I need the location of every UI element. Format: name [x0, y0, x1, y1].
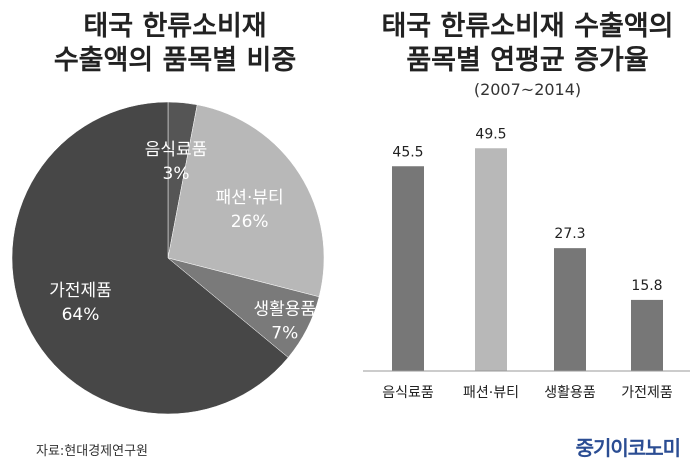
bar-4 [631, 299, 663, 371]
pie-label-name: 생활용품 [253, 299, 316, 319]
bar-chart-title: 태국 한류소비재 수출액의 품목별 연평균 증가율 [355, 10, 700, 78]
pie-label-value: 3% [163, 164, 190, 184]
bar-category-label: 생활용품 [544, 385, 596, 401]
bar-category-label: 가전제품 [621, 385, 673, 401]
pie-label-name: 패션·뷰티 [216, 188, 284, 208]
pie-slice-4 [11, 101, 289, 415]
source-note: 자료:현대경제연구원 [36, 444, 149, 459]
bar-1 [392, 166, 424, 371]
bar-value-label: 15.8 [631, 278, 662, 294]
bar-category-label: 음식료품 [382, 385, 434, 401]
bar-value-label: 27.3 [554, 226, 585, 242]
bar-chart-period: (2007~2014) [473, 80, 582, 99]
pie-slices [11, 101, 325, 415]
bar-value-label: 45.5 [392, 144, 423, 160]
pie-chart-title-line1: 태국 한류소비재 [83, 11, 267, 42]
pie-label-name: 가전제품 [49, 281, 112, 301]
bar-value-label: 49.5 [475, 126, 506, 142]
pie-slice-2 [167, 104, 325, 298]
bar-category-label: 패션·뷰티 [463, 385, 519, 401]
bars [392, 148, 663, 371]
bar-value-labels: 45.5 49.5 27.3 15.8 [392, 126, 662, 294]
pie-chart-title: 태국 한류소비재 수출액의 품목별 비중 [0, 10, 350, 78]
bar-chart-title-line1: 태국 한류소비재 수출액의 [381, 11, 674, 42]
bar-3 [554, 248, 586, 371]
bar-chart-title-line2: 품목별 연평균 증가율 [406, 45, 649, 76]
pie-label-name: 음식료품 [145, 140, 208, 160]
pie-label-value: 26% [231, 212, 269, 232]
pie-label-value: 7% [271, 323, 298, 343]
pie-labels: 음식료품 3% 패션·뷰티 26% 생활용품 7% 가전제품 64% [49, 140, 316, 343]
pie-chart: 음식료품 3% 패션·뷰티 26% 생활용품 7% 가전제품 64% [11, 101, 325, 415]
bar-category-labels: 음식료품 패션·뷰티 생활용품 가전제품 [382, 385, 673, 401]
bar-2 [475, 148, 507, 371]
pie-chart-title-line2: 수출액의 품목별 비중 [53, 45, 297, 76]
publisher-logo: 중기이코노미 [575, 436, 681, 460]
pie-label-value: 64% [62, 305, 100, 325]
bar-chart: 45.5 49.5 27.3 15.8 음식료품 패션·뷰티 생활용품 가전제품 [363, 126, 690, 401]
